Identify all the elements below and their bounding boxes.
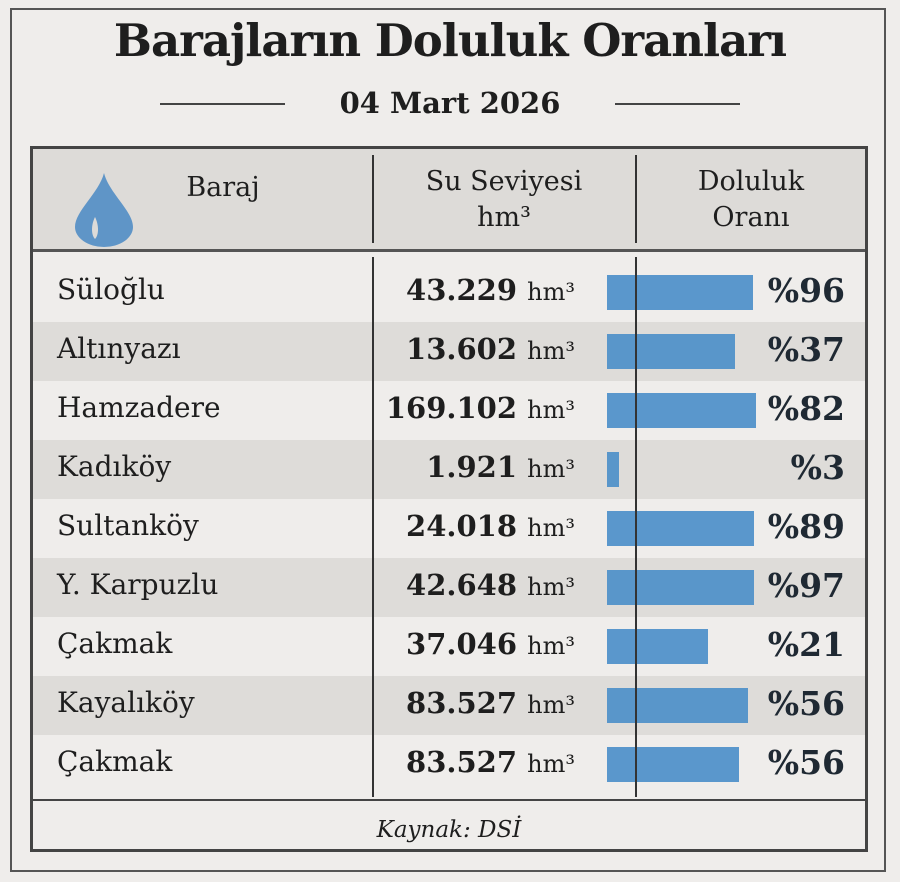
header-su-seviyesi: Su Seviyesi [425, 166, 583, 197]
outer-frame [10, 8, 886, 872]
fill-bar [607, 393, 756, 428]
level-value: 42.648 [406, 568, 518, 602]
fill-bar [607, 688, 748, 723]
divider [160, 103, 285, 105]
dam-name: Kayalıköy [57, 686, 195, 719]
dam-name: Çakmak [57, 627, 173, 660]
unit-label: hm³ [527, 573, 575, 601]
dam-name: Sultanköy [57, 509, 199, 542]
fill-bar [607, 511, 754, 546]
dam-name: Çakmak [57, 745, 173, 778]
table-row: Çakmak 83.527 hm³ %56 [33, 735, 865, 794]
unit-label: hm³ [527, 514, 575, 542]
column-divider [372, 257, 374, 797]
footer-divider [33, 799, 865, 801]
water-drop-icon [75, 173, 133, 247]
fill-percent: %37 [767, 330, 845, 369]
fill-bar [607, 275, 753, 310]
page-title: Barajların Doluluk Oranları [113, 14, 787, 67]
water-level: 37.046 hm³ [406, 627, 575, 661]
date: 04 Mart 2026 [339, 86, 561, 120]
fill-percent: %21 [767, 625, 845, 664]
dam-name: Süloğlu [57, 273, 165, 306]
unit-label: hm³ [527, 632, 575, 660]
water-level: 42.648 hm³ [406, 568, 575, 602]
table-row: Altınyazı 13.602 hm³ %37 [33, 322, 865, 381]
level-value: 24.018 [406, 509, 518, 543]
fill-bar [607, 334, 735, 369]
water-level: 83.527 hm³ [406, 686, 575, 720]
fill-percent: %56 [767, 743, 845, 782]
fill-percent: %3 [790, 448, 845, 487]
table-row: Süloğlu 43.229 hm³ %96 [33, 263, 865, 322]
fill-percent: %96 [767, 271, 845, 310]
fill-percent: %97 [767, 566, 845, 605]
water-level: 13.602 hm³ [406, 332, 575, 366]
fill-bar [607, 629, 708, 664]
unit-label: hm³ [527, 750, 575, 778]
dam-name: Y. Karpuzlu [57, 568, 219, 601]
column-divider [372, 155, 374, 243]
dam-table: Baraj Su Seviyesi hm³ Doluluk Oranı Sülo… [30, 146, 868, 852]
water-level: 43.229 hm³ [406, 273, 575, 307]
dam-name: Altınyazı [57, 332, 181, 365]
table-row: Çakmak 37.046 hm³ %21 [33, 617, 865, 676]
level-value: 169.102 [385, 391, 518, 425]
level-value: 43.229 [406, 273, 518, 307]
fill-bar [607, 747, 739, 782]
source-note: Kaynak: DSİ [376, 817, 522, 843]
table-row: Kadıköy 1.921 hm³ %3 [33, 440, 865, 499]
water-level: 169.102 hm³ [386, 391, 575, 425]
dam-name: Kadıköy [57, 450, 172, 483]
level-value: 83.527 [406, 686, 518, 720]
table-header: Baraj Su Seviyesi hm³ Doluluk Oranı [33, 149, 865, 252]
level-value: 1.921 [426, 450, 518, 484]
level-value: 13.602 [406, 332, 518, 366]
fill-percent: %56 [767, 684, 845, 723]
fill-bar [607, 452, 619, 487]
fill-percent: %89 [767, 507, 845, 546]
unit-label: hm³ [527, 278, 575, 306]
table-row: Y. Karpuzlu 42.648 hm³ %97 [33, 558, 865, 617]
column-divider [635, 257, 637, 797]
unit-label: hm³ [527, 337, 575, 365]
water-level: 24.018 hm³ [406, 509, 575, 543]
fill-percent: %82 [767, 389, 845, 428]
water-level: 83.527 hm³ [406, 745, 575, 779]
water-level: 1.921 hm³ [426, 450, 575, 484]
table-row: Kayalıköy 83.527 hm³ %56 [33, 676, 865, 735]
header-unit: hm³ [477, 202, 531, 233]
unit-label: hm³ [527, 691, 575, 719]
header-doluluk: Doluluk [697, 166, 805, 197]
dam-name: Hamzadere [57, 391, 221, 424]
unit-label: hm³ [527, 396, 575, 424]
column-divider [635, 155, 637, 243]
fill-bar [607, 570, 754, 605]
table-row: Sultanköy 24.018 hm³ %89 [33, 499, 865, 558]
table-row: Hamzadere 169.102 hm³ %82 [33, 381, 865, 440]
unit-label: hm³ [527, 455, 575, 483]
level-value: 83.527 [406, 745, 518, 779]
level-value: 37.046 [406, 627, 518, 661]
divider [615, 103, 740, 105]
header-orani: Oranı [712, 202, 790, 233]
header-baraj: Baraj [186, 172, 260, 203]
